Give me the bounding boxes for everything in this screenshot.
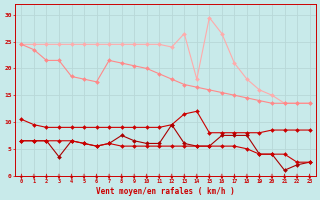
X-axis label: Vent moyen/en rafales ( km/h ): Vent moyen/en rafales ( km/h )	[96, 187, 235, 196]
